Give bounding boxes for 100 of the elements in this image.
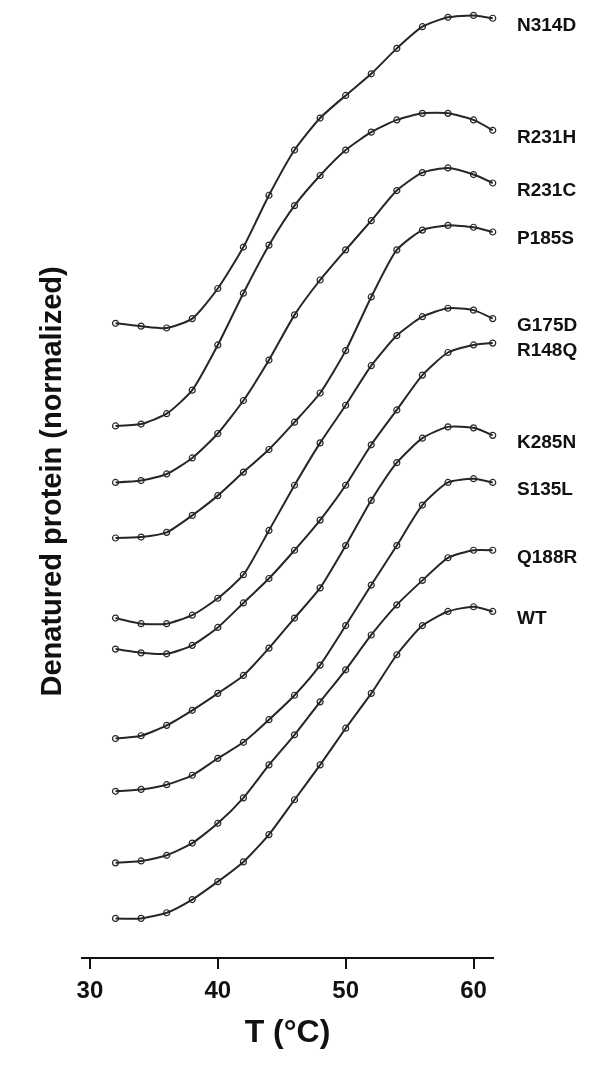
point [188, 706, 196, 714]
point [489, 315, 497, 323]
point [367, 293, 375, 301]
point [239, 571, 247, 579]
point [188, 641, 196, 649]
point [367, 496, 375, 504]
point [137, 649, 145, 657]
point [163, 721, 171, 729]
point [316, 516, 324, 524]
point [111, 534, 120, 542]
point [418, 434, 426, 442]
point [489, 339, 497, 347]
point [137, 732, 145, 740]
point [367, 128, 375, 136]
point [163, 650, 171, 658]
x-axis-title: T (°C) [244, 1013, 331, 1050]
point [316, 114, 324, 122]
point [111, 914, 120, 922]
point [367, 631, 375, 639]
point [290, 796, 299, 804]
point [163, 528, 171, 536]
point [489, 478, 497, 487]
series-label: R148Q [517, 339, 578, 360]
point [393, 459, 401, 467]
point [367, 362, 375, 370]
series-label: S135L [517, 478, 574, 499]
point [239, 396, 247, 405]
point [418, 226, 426, 234]
point [137, 914, 145, 922]
point [290, 146, 299, 154]
point [444, 478, 452, 487]
point [393, 406, 401, 414]
point [111, 478, 120, 487]
point [111, 787, 120, 795]
series-label: R231H [517, 126, 577, 147]
point [444, 221, 452, 229]
point [290, 202, 299, 210]
point [418, 169, 426, 177]
point [290, 731, 299, 739]
point [265, 644, 273, 652]
point [367, 689, 375, 697]
point [469, 603, 478, 611]
point [393, 44, 401, 52]
point [111, 319, 120, 327]
point [489, 126, 497, 134]
point [111, 614, 120, 622]
point [469, 223, 478, 231]
point [444, 109, 452, 117]
point [367, 581, 375, 589]
point [290, 481, 299, 489]
point [214, 594, 222, 602]
point [489, 14, 497, 22]
point [239, 468, 247, 476]
point [137, 322, 145, 330]
point [418, 313, 426, 321]
point [393, 541, 401, 550]
point [137, 420, 145, 428]
point [111, 645, 120, 653]
point [265, 241, 273, 249]
point [367, 70, 375, 78]
point [290, 691, 299, 699]
series-label: WT [517, 607, 547, 628]
point [214, 754, 222, 762]
x-tick-label: 40 [204, 975, 232, 1003]
point [444, 13, 452, 21]
x-tick-label: 30 [76, 975, 104, 1003]
series-label: Q188R [517, 546, 578, 567]
point [214, 429, 222, 438]
point [163, 470, 171, 478]
x-tick-label: 60 [460, 975, 487, 1003]
point [469, 475, 478, 483]
point [265, 761, 273, 769]
point [418, 576, 426, 584]
point [163, 781, 171, 789]
point [188, 839, 196, 847]
point [188, 454, 196, 462]
point [214, 689, 222, 697]
point [342, 246, 350, 254]
point [342, 541, 350, 550]
point [137, 476, 145, 485]
point [489, 607, 497, 616]
point [188, 315, 196, 323]
point [418, 621, 426, 630]
point [418, 501, 426, 509]
point [214, 878, 222, 886]
point [163, 620, 171, 628]
point [316, 171, 324, 180]
point [265, 191, 273, 199]
point [163, 909, 171, 917]
series-label: N314D [517, 14, 577, 35]
point [316, 698, 324, 706]
point [265, 830, 273, 839]
point [214, 492, 222, 500]
point [342, 91, 350, 100]
point [239, 243, 247, 251]
point [265, 356, 273, 364]
series-label: P185S [517, 227, 575, 248]
point [316, 584, 324, 592]
point [188, 895, 196, 904]
point [418, 23, 426, 31]
